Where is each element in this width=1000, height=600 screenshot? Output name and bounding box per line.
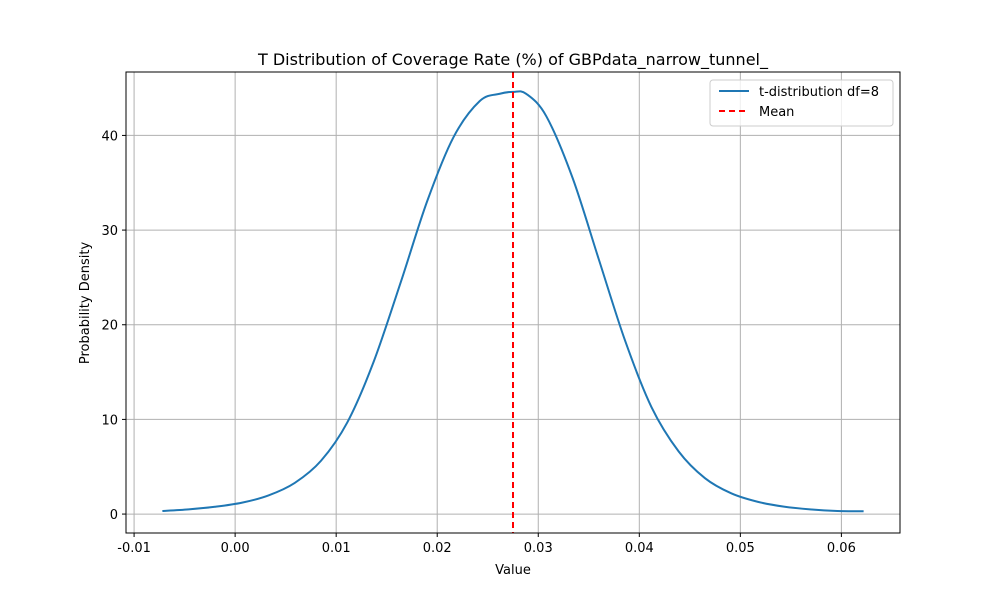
chart-title: T Distribution of Coverage Rate (%) of G… (257, 50, 769, 70)
axis-ticks: -0.01 0.00 0.01 0.02 0.03 0.04 0.05 0.06 0 10 20 30… (101, 129, 855, 556)
axes-frame (125, 71, 901, 534)
x-tick-label: 0.01 (322, 541, 351, 556)
legend-label-mean: Mean (759, 105, 794, 120)
y-tick-label: 40 (101, 129, 118, 144)
t-distribution-curve (162, 90, 864, 513)
x-tick-label: 0.03 (524, 541, 553, 556)
x-tick-label: 0.06 (827, 541, 856, 556)
y-tick-label: 0 (110, 508, 118, 523)
plot-area (162, 72, 864, 533)
y-tick-label: 10 (101, 413, 118, 428)
x-tick-label: 0.02 (423, 541, 452, 556)
x-tick-label: 0.04 (625, 541, 654, 556)
legend-label-t-distribution: t-distribution df=8 (759, 85, 879, 100)
y-tick-label: 30 (101, 224, 118, 239)
legend: t-distribution df=8 Mean (709, 79, 894, 127)
y-tick-label: 20 (101, 319, 118, 334)
x-tick-label: 0.00 (221, 541, 250, 556)
x-tick-label: -0.01 (117, 541, 151, 556)
x-axis-title: Value (495, 563, 531, 578)
legend-box (709, 79, 894, 127)
y-axis-title: Probability Density (78, 242, 93, 365)
x-tick-label: 0.05 (726, 541, 755, 556)
